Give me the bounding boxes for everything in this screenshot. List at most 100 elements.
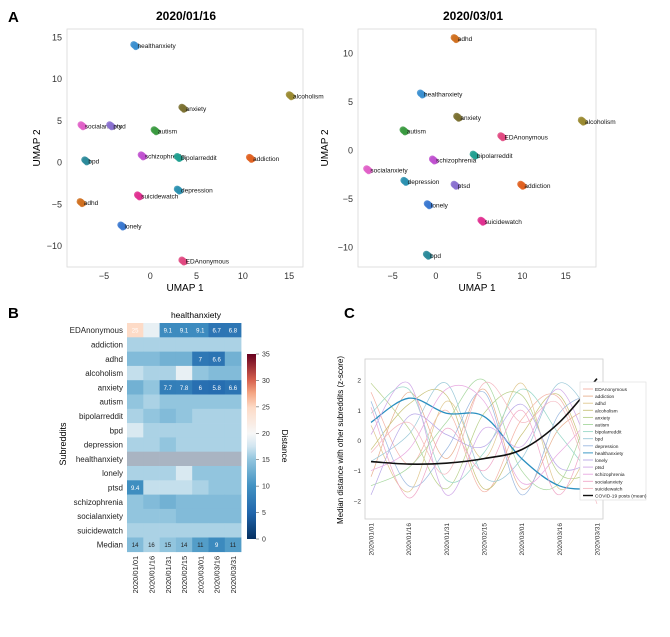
heatmap-row-label: schizophrenia bbox=[74, 498, 124, 507]
heatmap-col-label: 2020/01/01 bbox=[131, 556, 140, 594]
x-tick-label: 2020/02/15 bbox=[482, 523, 489, 556]
x-tick-label: 15 bbox=[561, 271, 571, 281]
cluster-depression: depression bbox=[173, 185, 213, 195]
heatmap-cell bbox=[143, 523, 160, 538]
heatmap-row-label: socialanxiety bbox=[77, 512, 123, 521]
cluster-suicidewatch: suicidewatch bbox=[133, 191, 179, 201]
cluster-point bbox=[118, 222, 126, 230]
series-line-schizophrenia bbox=[370, 385, 598, 485]
heatmap-cell bbox=[159, 451, 177, 467]
cluster-label: alcoholism bbox=[585, 119, 616, 126]
heatmap-cell bbox=[224, 351, 242, 367]
heatmap-cell bbox=[143, 508, 160, 524]
heatmap-cell bbox=[192, 466, 209, 481]
heatmap-cell bbox=[159, 365, 177, 381]
y-tick-label: 0 bbox=[357, 438, 361, 445]
cluster-point bbox=[454, 113, 462, 121]
y-tick-label: 5 bbox=[57, 116, 62, 126]
cluster-label: suicidewatch bbox=[141, 194, 179, 201]
y-tick-label: 2 bbox=[357, 378, 361, 385]
cluster-label: schizophrenia bbox=[145, 153, 185, 160]
heatmap-cell bbox=[143, 451, 160, 467]
heatmap-cell bbox=[127, 508, 144, 524]
cluster-anxiety: anxiety bbox=[453, 112, 482, 122]
heatmap-cell bbox=[175, 494, 193, 510]
cluster-autism: autism bbox=[399, 126, 426, 136]
x-tick-label: 2020/01/01 bbox=[369, 523, 376, 556]
series-line-alcoholism bbox=[370, 389, 598, 492]
x-tick-label: −5 bbox=[387, 271, 397, 281]
cluster-bpd: bpd bbox=[81, 156, 100, 165]
series-line-anxiety bbox=[370, 382, 598, 490]
cluster-label: ptsd bbox=[113, 123, 126, 130]
heatmap-row-label: healthanxiety bbox=[76, 455, 123, 464]
heatmap-cell bbox=[143, 394, 160, 410]
legend-entry: EDAnonymous bbox=[595, 387, 628, 393]
heatmap-cell bbox=[192, 323, 209, 338]
colorbar-tick-label: 30 bbox=[262, 378, 270, 385]
cluster-socialanxiety: socialanxiety bbox=[363, 165, 408, 174]
heatmap-cell bbox=[175, 508, 193, 524]
heatmap-cell bbox=[175, 351, 193, 367]
heatmap-annotation: 9.1 bbox=[180, 329, 189, 335]
heatmap-cell bbox=[127, 337, 144, 352]
heatmap-cell bbox=[208, 423, 226, 438]
heatmap-cell bbox=[175, 394, 193, 410]
y-tick-label: 15 bbox=[52, 32, 62, 42]
heatmap-cell bbox=[224, 451, 242, 467]
cluster-label: healthanxiety bbox=[424, 92, 463, 99]
cluster-label: bipolarreddit bbox=[477, 153, 513, 160]
cluster-healthanxiety: healthanxiety bbox=[130, 41, 177, 50]
heatmap-row-label: suicidewatch bbox=[77, 526, 123, 535]
cluster-label: bipolarreddit bbox=[181, 155, 217, 162]
colorbar-tick-label: 0 bbox=[262, 537, 266, 544]
x-tick-label: −5 bbox=[99, 271, 109, 281]
heatmap-cell bbox=[224, 480, 242, 495]
heatmap-cell bbox=[143, 480, 160, 495]
cluster-bpd: bpd bbox=[422, 250, 441, 260]
heatmap-cell bbox=[192, 351, 209, 367]
heatmap-cell bbox=[159, 523, 177, 538]
colorbar bbox=[247, 354, 256, 539]
cluster-EDAnonymous: EDAnonymous bbox=[497, 132, 549, 141]
heatmap-row-label: depression bbox=[84, 441, 123, 450]
heatmap-cell bbox=[192, 380, 209, 395]
cluster-socialanxiety: socialanxiety bbox=[77, 121, 123, 130]
heatmap-annotation: 9.4 bbox=[131, 486, 140, 492]
panel-a-label: A bbox=[8, 9, 19, 26]
cluster-label: bpd bbox=[88, 158, 99, 165]
series-line-socialanxiety bbox=[370, 398, 598, 499]
x-tick-label: 2020/03/31 bbox=[595, 523, 602, 556]
cluster-label: socialanxiety bbox=[85, 123, 123, 130]
heatmap-cell bbox=[208, 408, 226, 424]
heatmap-row-label: anxiety bbox=[98, 383, 123, 392]
cluster-label: anxiety bbox=[460, 115, 481, 122]
heatmap-row-label: EDAnonymous bbox=[70, 326, 123, 335]
series-line-lonely bbox=[370, 403, 598, 495]
heatmap-col-label: 2020/03/16 bbox=[213, 556, 222, 594]
legend-entry: suicidewatch bbox=[595, 486, 623, 492]
heatmap-cell bbox=[127, 523, 144, 538]
y-tick-label: −10 bbox=[47, 241, 62, 251]
cluster-point bbox=[77, 198, 85, 207]
heatmap-cell bbox=[143, 494, 160, 510]
line-legend-box bbox=[579, 381, 647, 501]
heatmap-cell bbox=[159, 380, 177, 395]
x-tick-label: 0 bbox=[148, 271, 153, 281]
heatmap-col-label: 2020/03/01 bbox=[196, 556, 205, 594]
heatmap-cell bbox=[224, 365, 242, 381]
cluster-ptsd: ptsd bbox=[450, 180, 470, 190]
heatmap-cell bbox=[192, 337, 209, 352]
heatmap-annotation: 7.7 bbox=[164, 386, 173, 392]
heatmap-cell bbox=[159, 323, 177, 338]
legend-entry: anxiety bbox=[595, 415, 611, 421]
heatmap-cell bbox=[159, 437, 177, 452]
heatmap-cell bbox=[192, 451, 209, 467]
x-tick-label: 2020/03/01 bbox=[519, 523, 526, 556]
cluster-label: lonely bbox=[431, 202, 449, 209]
heatmap-row-label: alcoholism bbox=[85, 369, 123, 378]
legend-entry: addiction bbox=[595, 394, 615, 400]
y-tick-label: 0 bbox=[348, 145, 353, 155]
cluster-label: healthanxiety bbox=[137, 43, 176, 50]
heatmap-col-label: 2020/01/16 bbox=[147, 556, 156, 594]
